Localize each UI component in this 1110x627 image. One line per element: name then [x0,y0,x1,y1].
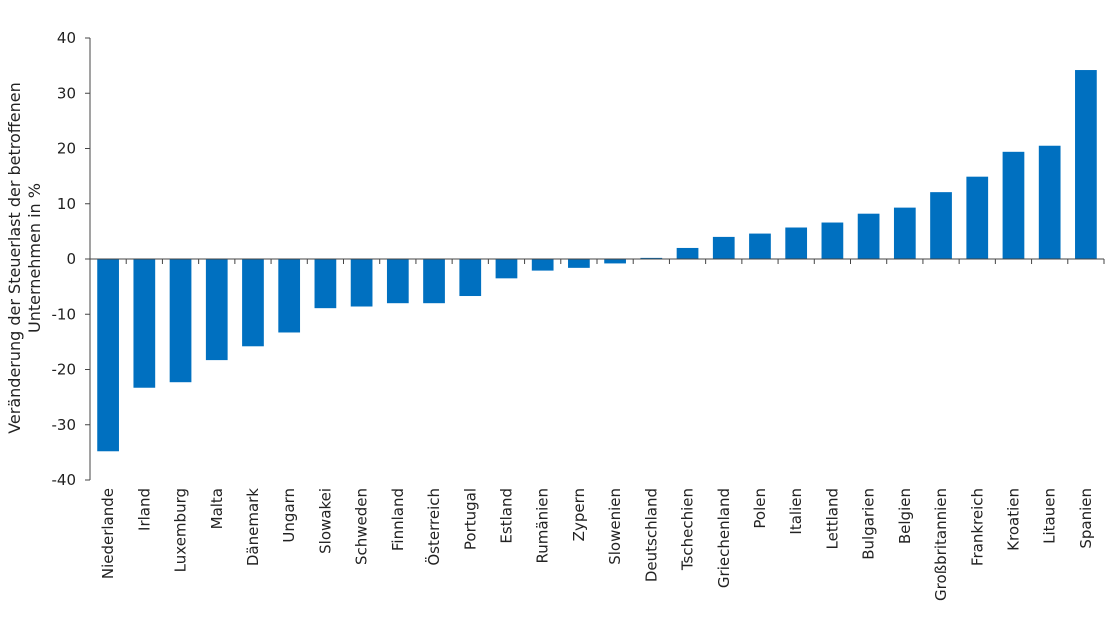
bar-finnland [386,259,409,304]
category-label: Slowenien [606,488,624,565]
y-tick-label: 30 [57,84,76,102]
y-tick-label: -40 [52,471,77,489]
y-tick-label: -20 [52,361,77,379]
category-label: Lettland [823,488,841,549]
y-tick-label: 20 [57,140,76,158]
category-label: Zypern [570,488,588,541]
category-label: Schweden [353,488,371,565]
y-tick-label: -30 [52,416,77,434]
x-axis [89,258,1105,264]
bar-litauen [1038,145,1061,259]
bar-ungarn [278,259,301,333]
bar-schweden [350,259,373,307]
bar-österreich [423,259,445,304]
category-label: Portugal [461,488,479,550]
category-label: Griechenland [715,488,733,588]
category-label: Bulgarien [860,488,878,560]
bar-rumänien [531,259,554,271]
category-label: Polen [751,488,769,529]
category-label: Malta [208,488,226,529]
bar-dänemark [242,259,264,347]
bar-zypern [568,259,590,268]
bar-portugal [459,259,482,297]
y-tick-label: 0 [66,250,76,268]
y-axis-title-line-2: Unternehmen in % [25,183,44,333]
y-tick-label: -10 [52,305,77,323]
bar-tschechien [676,247,699,259]
category-label: Belgien [896,488,914,544]
y-tick-label: 10 [57,195,76,213]
category-label: Slowakei [316,488,334,554]
category-label: Italien [787,488,805,535]
y-axis: 40 30 20 10 0 -10 -20 -30 -40 [52,29,91,489]
bar-slowenien [604,259,626,264]
bar-italien [785,227,808,259]
category-label: Spanien [1077,488,1095,549]
category-label: Irland [135,488,153,531]
y-axis-title: Veränderung der Steuerlast der betroffen… [5,82,44,434]
bar-belgien [893,207,916,259]
category-label: Dänemark [244,488,262,566]
category-label: Ungarn [280,488,298,543]
category-label: Frankreich [968,488,986,566]
bar-kroatien [1002,151,1025,259]
category-label: Kroatien [1004,488,1022,551]
category-label: Rumänien [534,488,552,563]
bar-slowakei [314,259,337,309]
y-tick-label: 40 [57,29,76,47]
bar-estland [495,259,518,279]
bar-malta [205,259,228,361]
category-labels: Niederlande Irland Luxemburg Malta Dänemark U… [99,488,1095,601]
bar-lettland [821,222,844,259]
bar-irland [133,259,156,388]
bar-bulgarien [857,213,880,259]
y-axis-title-line-1: Veränderung der Steuerlast der betroffen… [5,82,24,434]
bar-griechenland [712,236,735,259]
category-label: Tschechien [679,488,697,571]
bar-großbritannien [930,192,952,259]
bar-luxemburg [169,259,192,383]
bar-polen [749,233,771,259]
bar-deutschland [640,257,663,259]
bar-spanien [1075,70,1097,259]
category-label: Österreich [424,488,443,566]
bar-niederlande [97,259,119,452]
category-label: Deutschland [642,488,660,582]
bars [97,70,1097,452]
category-label: Litauen [1041,488,1059,544]
category-label: Luxemburg [172,488,190,572]
category-label: Finnland [389,488,407,551]
bar-frankreich [966,176,989,259]
category-label: Niederlande [99,488,117,579]
category-label: Estland [497,488,515,544]
category-label: Großbritannien [932,488,950,601]
